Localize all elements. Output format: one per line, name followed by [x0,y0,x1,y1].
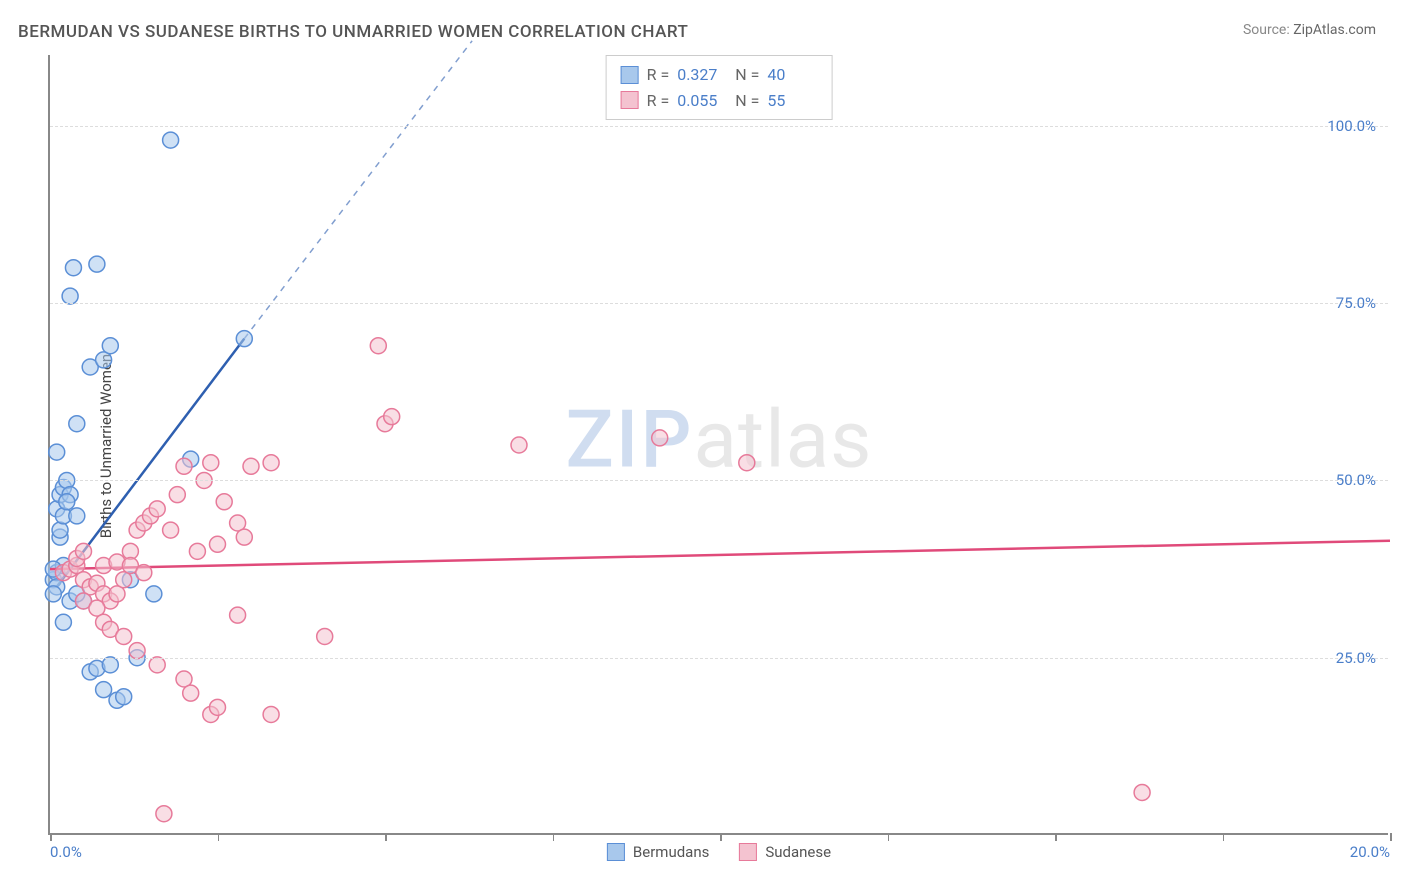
data-point [89,256,105,272]
x-tick-label: 0.0% [50,843,82,861]
bottom-legend: Bermudans Sudanese [607,843,831,861]
data-point [149,657,165,673]
n-value-bermudans: 40 [767,62,817,88]
gridline-h [50,126,1388,127]
legend-swatch-bermudans [607,843,625,861]
data-point [163,132,179,148]
data-point [210,536,226,552]
source-value: ZipAtlas.com [1293,22,1376,38]
x-tick-mark [1055,833,1057,841]
gridline-h [50,303,1388,304]
x-tick-mark [1223,833,1225,841]
data-point [317,628,333,644]
data-point [236,331,252,347]
data-point [236,529,252,545]
data-point [102,338,118,354]
data-point [102,657,118,673]
legend-swatch-sudanese [739,843,757,861]
r-value-bermudans: 0.327 [677,62,727,88]
data-point [169,487,185,503]
data-point [384,409,400,425]
stats-row-bermudans: R = 0.327 N = 40 [621,62,818,88]
data-point [511,437,527,453]
y-tick-label: 50.0% [1336,471,1376,489]
data-point [370,338,386,354]
legend-label-bermudans: Bermudans [633,843,709,861]
r-label: R = [647,62,670,88]
legend-label-sudanese: Sudanese [765,843,831,861]
gridline-h [50,658,1388,659]
data-point [652,430,668,446]
x-tick-mark [720,833,722,841]
data-point [263,455,279,471]
data-point [146,586,162,602]
data-point [136,565,152,581]
x-tick-mark [385,833,387,841]
n-label: N = [735,88,759,114]
stats-legend-box: R = 0.327 N = 40 R = 0.055 N = 55 [606,55,833,120]
data-point [116,689,132,705]
r-label: R = [647,88,670,114]
x-tick-label: 20.0% [1350,843,1390,861]
y-tick-label: 100.0% [1327,117,1376,135]
r-value-sudanese: 0.055 [677,88,727,114]
x-tick-mark [218,833,220,841]
data-point [156,806,172,822]
data-point [62,288,78,304]
data-point [76,543,92,559]
chart-title: BERMUDAN VS SUDANESE BIRTHS TO UNMARRIED… [18,22,688,42]
y-tick-label: 25.0% [1336,649,1376,667]
data-point [183,685,199,701]
data-point [243,458,259,474]
data-point [739,455,755,471]
data-point [116,628,132,644]
data-point [230,607,246,623]
gridline-h [50,480,1388,481]
trend-line [50,541,1390,569]
n-label: N = [735,62,759,88]
data-point [52,522,68,538]
x-tick-mark [553,833,555,841]
data-point [49,444,65,460]
data-point [96,682,112,698]
data-point [55,614,71,630]
data-point [163,522,179,538]
data-point [45,586,61,602]
legend-item-sudanese: Sudanese [739,843,831,861]
data-point [129,643,145,659]
x-tick-mark [888,833,890,841]
x-tick-mark [1390,833,1392,841]
swatch-sudanese [621,91,639,109]
data-point [216,494,232,510]
data-point [69,416,85,432]
stats-row-sudanese: R = 0.055 N = 55 [621,88,818,114]
source-attribution: Source: ZipAtlas.com [1243,22,1376,38]
x-tick-mark [50,833,52,841]
n-value-sudanese: 55 [767,88,817,114]
chart-svg [50,55,1388,833]
trend-line-extrapolated [244,41,472,339]
data-point [210,699,226,715]
data-point [59,494,75,510]
swatch-bermudans [621,66,639,84]
source-label: Source: [1243,22,1290,38]
data-point [69,508,85,524]
data-point [203,455,219,471]
legend-item-bermudans: Bermudans [607,843,709,861]
chart-plot-area: ZIPatlas R = 0.327 N = 40 R = 0.055 N = … [48,55,1388,835]
data-point [65,260,81,276]
data-point [149,501,165,517]
data-point [263,706,279,722]
y-tick-label: 75.0% [1336,294,1376,312]
data-point [176,458,192,474]
data-point [1134,784,1150,800]
data-point [189,543,205,559]
